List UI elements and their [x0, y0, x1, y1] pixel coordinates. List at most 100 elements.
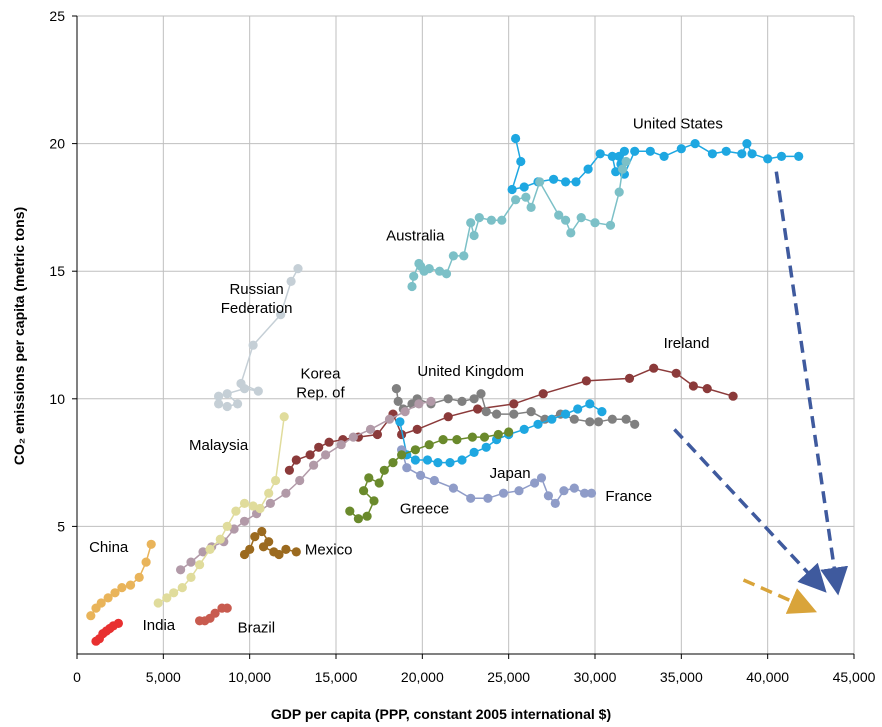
data-point-united-states	[583, 164, 593, 174]
data-point-china	[125, 580, 136, 590]
x-tick-label: 40,000	[746, 669, 789, 685]
axes: 0 5,000 10,000 15,000 20,000 25,000 30,000 35,0…	[49, 8, 875, 685]
trend-arrows	[673, 171, 849, 614]
data-point-japan	[481, 442, 491, 452]
data-point-malaysia	[271, 475, 281, 486]
series-label-united-kingdom: United Kingdom	[417, 363, 524, 380]
data-point-mexico	[274, 549, 284, 560]
data-point-japan	[422, 455, 433, 465]
data-point-malaysia	[231, 506, 241, 516]
data-point-united-states	[561, 177, 571, 187]
series-labels: United States Australia Russian Federation I…	[89, 115, 723, 636]
data-point-france	[514, 486, 524, 496]
data-point-france	[498, 488, 509, 498]
data-point-russian-federation	[286, 276, 296, 286]
series-india	[91, 618, 123, 646]
data-point-greece	[362, 511, 372, 521]
data-point-france	[550, 498, 560, 508]
series-label-korea-rep-of: Rep. of	[296, 384, 345, 401]
data-point-greece	[479, 432, 490, 442]
data-point-greece	[438, 435, 448, 445]
data-point-ireland	[305, 450, 315, 460]
data-point-malaysia	[195, 560, 205, 570]
data-point-united-states	[747, 149, 757, 159]
data-point-france	[448, 483, 458, 493]
data-point-ireland	[728, 391, 738, 401]
data-point-united-kingdom	[621, 414, 631, 424]
trend-arrow	[673, 428, 827, 593]
data-point-malaysia	[177, 583, 187, 593]
data-point-greece	[353, 514, 363, 524]
data-point-united-kingdom	[393, 396, 403, 406]
data-point-malaysia	[279, 412, 289, 422]
data-point-mexico	[250, 532, 260, 542]
data-point-australia	[561, 215, 571, 225]
series-label-united-states: United States	[633, 115, 723, 132]
data-point-united-kingdom	[509, 409, 519, 419]
data-point-japan	[585, 399, 595, 409]
data-point-korea-rep-of	[336, 440, 346, 450]
data-point-australia	[521, 192, 531, 202]
x-axis-title: GDP per capita (PPP, constant 2005 inter…	[271, 706, 611, 722]
series-label-china: China	[89, 539, 129, 556]
series-china	[86, 539, 156, 621]
data-point-australia	[416, 261, 426, 271]
data-point-ireland	[624, 373, 635, 383]
data-point-united-kingdom	[492, 409, 502, 419]
data-point-korea-rep-of	[281, 488, 291, 498]
data-point-greece	[504, 427, 514, 437]
y-tick-label: 10	[49, 391, 65, 407]
data-point-china	[141, 557, 151, 567]
x-tick-label: 5,000	[146, 669, 181, 685]
data-point-russian-federation	[253, 386, 263, 396]
trend-arrow	[774, 171, 849, 596]
data-point-australia	[614, 187, 624, 197]
series-label-ireland: Ireland	[664, 335, 710, 352]
data-point-china	[96, 598, 106, 608]
data-point-united-states	[595, 149, 605, 159]
data-point-united-kingdom	[526, 407, 536, 417]
data-point-australia	[459, 251, 469, 261]
data-point-france	[559, 486, 569, 496]
data-point-united-kingdom	[481, 407, 491, 417]
data-point-australia	[407, 281, 417, 292]
data-point-greece	[410, 445, 420, 455]
data-point-brazil	[210, 608, 220, 618]
series-label-france: France	[605, 488, 652, 505]
data-point-japan	[573, 404, 583, 414]
data-point-korea-rep-of	[426, 396, 436, 406]
data-point-australia	[535, 177, 545, 187]
data-point-japan	[433, 458, 443, 468]
data-point-australia	[486, 215, 496, 225]
series-label-korea-rep-of: Korea	[300, 365, 341, 382]
data-point-ireland	[688, 381, 699, 391]
data-point-greece	[364, 473, 374, 483]
data-point-japan	[597, 407, 607, 417]
data-point-united-states	[519, 182, 529, 192]
data-point-united-states	[630, 146, 640, 156]
x-tick-label: 15,000	[315, 669, 358, 685]
data-point-korea-rep-of	[309, 460, 319, 470]
series-russian-federation	[214, 264, 303, 412]
data-point-russian-federation	[233, 399, 243, 409]
data-point-france	[483, 493, 493, 503]
data-point-ireland	[581, 376, 592, 386]
data-point-australia	[469, 230, 479, 241]
data-point-china	[146, 539, 156, 549]
series-mexico	[239, 526, 301, 560]
data-point-malaysia	[205, 544, 215, 555]
series-label-japan: Japan	[490, 465, 531, 482]
data-point-australia	[474, 213, 484, 223]
data-point-malaysia	[255, 503, 265, 514]
data-point-russian-federation	[248, 340, 258, 350]
x-tick-label: 45,000	[833, 669, 876, 685]
series-australia	[407, 156, 631, 292]
data-point-australia	[510, 195, 521, 205]
data-point-united-states	[707, 149, 718, 159]
data-point-ireland	[649, 363, 659, 373]
data-point-ireland	[291, 455, 301, 465]
data-point-ireland	[372, 429, 382, 440]
series-label-brazil: Brazil	[238, 619, 276, 636]
data-point-korea-rep-of	[384, 414, 395, 424]
data-point-china	[117, 583, 127, 593]
